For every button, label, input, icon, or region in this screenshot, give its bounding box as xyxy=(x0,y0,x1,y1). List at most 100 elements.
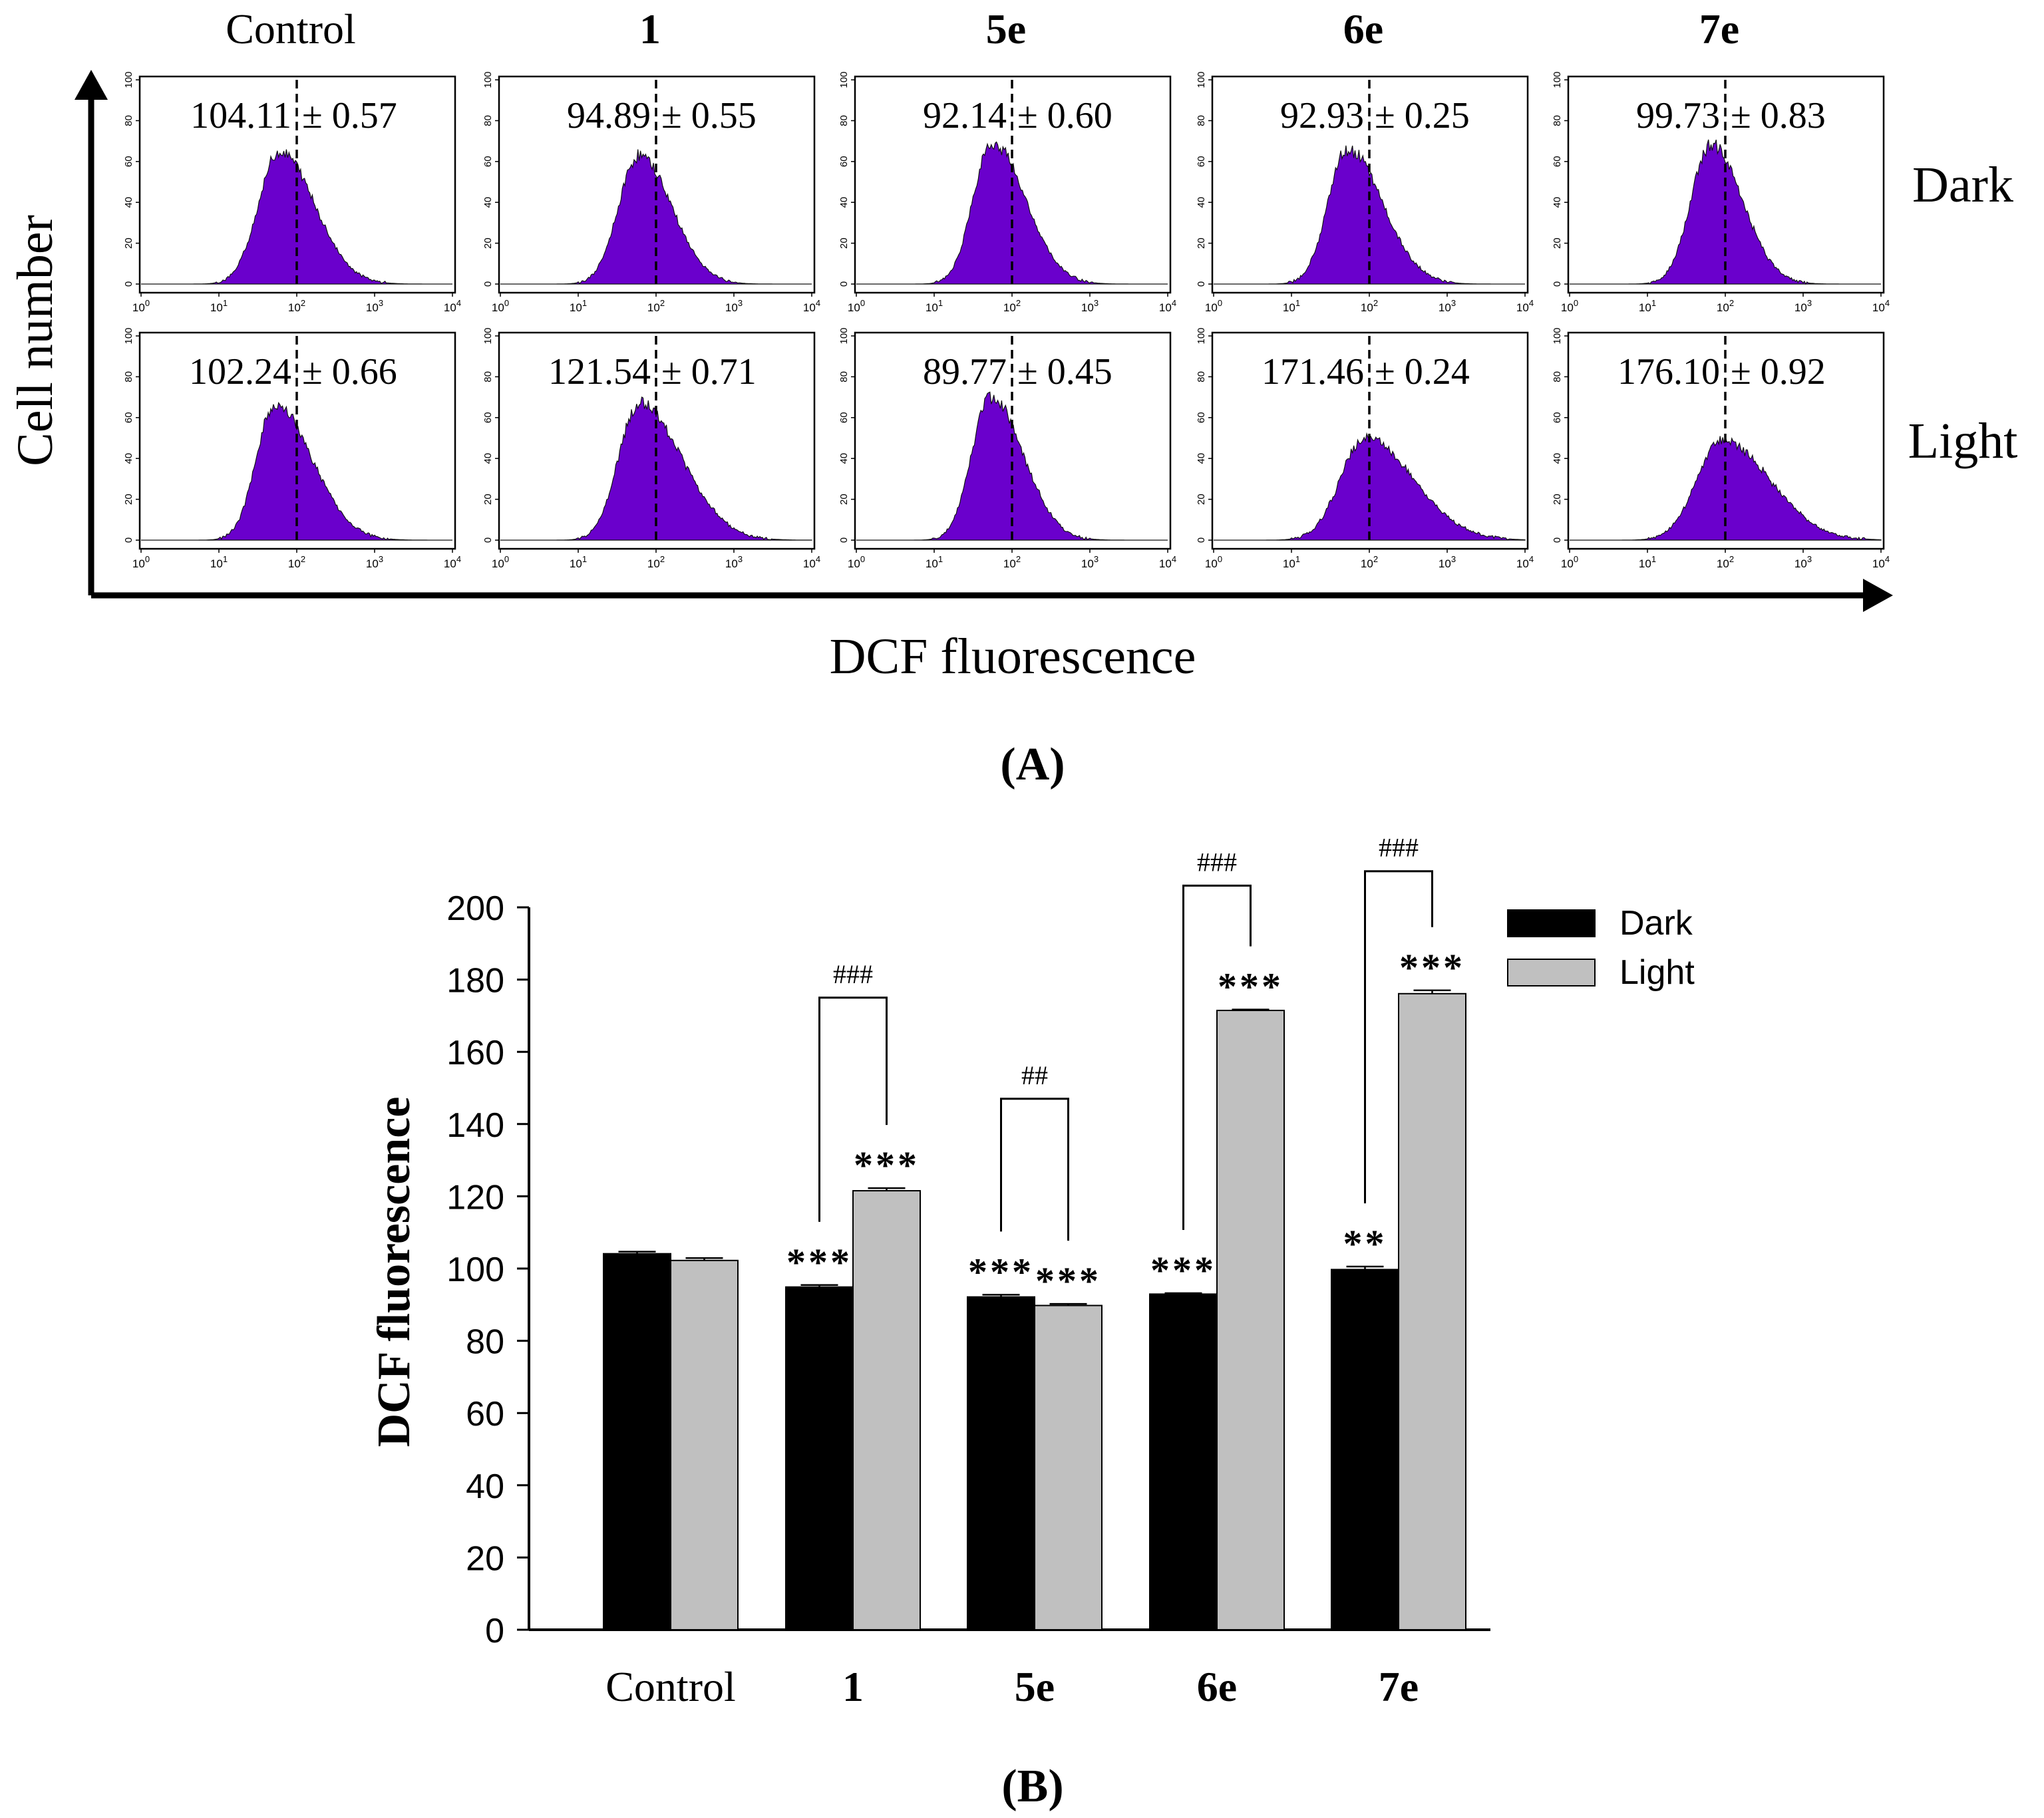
x-tick-label: 104 xyxy=(1872,554,1890,570)
mean-value: 102.24 xyxy=(189,351,291,392)
mean-value: 89.77 xyxy=(923,351,1007,392)
y-tick-label: 100 xyxy=(123,327,134,344)
y-tick-label: 0 xyxy=(482,537,494,543)
significance-stars: *** xyxy=(1150,1249,1216,1292)
histogram-frame xyxy=(1567,331,1885,550)
x-tick-label: 100 xyxy=(848,554,865,570)
panel-a-y-axis-label: Cell number xyxy=(7,215,63,466)
x-tick-label: 103 xyxy=(1081,554,1099,570)
legend-swatch xyxy=(1507,909,1596,937)
y-tick-label: 40 xyxy=(482,453,494,464)
x-tick-label: 101 xyxy=(210,554,228,570)
y-tick-label: 80 xyxy=(466,1323,504,1362)
sd-value: ± 0.25 xyxy=(1375,95,1470,136)
histogram-panel: 92.93 ± 0.25 0 20 40 60 80 100 100 101 102 103 104 xyxy=(1196,71,1534,314)
y-tick-label: 20 xyxy=(1196,237,1207,249)
category-label: Control xyxy=(605,1663,736,1710)
y-tick-label: 20 xyxy=(123,494,134,505)
panel-a-label: (A) xyxy=(1000,739,1065,790)
y-tick-label: 60 xyxy=(1552,412,1563,423)
x-tick-label: 102 xyxy=(1003,298,1021,314)
x-tick-label: 104 xyxy=(444,554,461,570)
y-tick-label: 20 xyxy=(838,494,850,505)
y-tick-label: 0 xyxy=(1196,281,1207,287)
x-tick-label: 101 xyxy=(1283,298,1300,314)
histogram-panel: 92.14 ± 0.60 0 20 40 60 80 100 100 101 102 103 104 xyxy=(838,71,1176,314)
x-tick-label: 102 xyxy=(647,554,665,570)
y-tick-label: 60 xyxy=(838,156,850,167)
panel-a-x-axis-label: DCF fluorescence xyxy=(830,629,1196,684)
histogram-panel: 104.11 ± 0.57 0 20 40 60 80 100 100 101 102 103 104 xyxy=(123,71,461,314)
y-tick-label: 0 xyxy=(1196,537,1207,543)
sd-value: ± 0.66 xyxy=(302,351,397,392)
y-tick-label: 20 xyxy=(838,237,850,249)
histogram-area xyxy=(1214,145,1525,285)
column-header: 5e xyxy=(986,5,1026,53)
sd-value: ± 0.71 xyxy=(661,351,757,392)
x-tick-label: 103 xyxy=(366,554,383,570)
y-tick-label: 100 xyxy=(482,71,494,88)
y-tick-label: 20 xyxy=(1552,494,1563,505)
row-label: Dark xyxy=(1912,157,2013,213)
y-tick-label: 80 xyxy=(123,371,134,382)
x-tick-label: 101 xyxy=(1283,554,1300,570)
bar-dark xyxy=(1149,1293,1218,1631)
significance-stars: *** xyxy=(1035,1259,1101,1302)
x-tick-label: 103 xyxy=(1439,554,1456,570)
y-tick-label: 80 xyxy=(1552,371,1563,382)
x-tick-label: 100 xyxy=(492,298,509,314)
y-tick-label: 80 xyxy=(482,115,494,126)
y-tick-label: 40 xyxy=(1552,197,1563,208)
significance-stars: ** xyxy=(1343,1222,1387,1265)
histogram-frame xyxy=(498,331,816,550)
histogram-area xyxy=(1570,436,1882,541)
x-tick-label: 104 xyxy=(1516,298,1534,314)
y-tick-label: 60 xyxy=(1196,156,1207,167)
x-tick-label: 103 xyxy=(366,298,383,314)
x-tick-label: 102 xyxy=(1003,554,1021,570)
y-tick-label: 80 xyxy=(1552,115,1563,126)
x-tick-label: 103 xyxy=(1794,298,1812,314)
y-tick-label: 60 xyxy=(123,156,134,167)
y-tick-label: 60 xyxy=(1196,412,1207,423)
significance-stars: *** xyxy=(1399,946,1465,989)
x-tick-label: 104 xyxy=(1516,554,1534,570)
y-tick-label: 80 xyxy=(1196,371,1207,382)
sd-value: ± 0.57 xyxy=(302,95,397,136)
x-tick-label: 100 xyxy=(492,554,509,570)
y-tick-label: 100 xyxy=(1196,71,1207,88)
y-tick-label: 60 xyxy=(123,412,134,423)
histogram-panel: 99.73 ± 0.83 0 20 40 60 80 100 100 101 102 103 104 xyxy=(1552,71,1890,314)
x-tick-label: 101 xyxy=(1639,298,1656,314)
bar-light xyxy=(852,1190,921,1631)
mean-value: 92.14 xyxy=(923,95,1007,136)
bar-light xyxy=(1398,992,1466,1630)
significance-stars: *** xyxy=(968,1250,1034,1293)
mean-value: 99.73 xyxy=(1636,95,1720,136)
y-tick-label: 20 xyxy=(482,237,494,249)
histogram-panel: 89.77 ± 0.45 0 20 40 60 80 100 100 101 102 103 104 xyxy=(838,327,1176,570)
x-tick-label: 103 xyxy=(1439,298,1456,314)
x-tick-label: 100 xyxy=(848,298,865,314)
x-tick-label: 102 xyxy=(647,298,665,314)
y-tick-label: 120 xyxy=(446,1178,504,1217)
y-tick-label: 100 xyxy=(838,71,850,88)
legend-label: Dark xyxy=(1619,904,1693,943)
bar-dark xyxy=(603,1253,671,1631)
x-tick-label: 103 xyxy=(725,298,743,314)
x-tick-label: 102 xyxy=(1717,554,1734,570)
y-tick-label: 40 xyxy=(1552,453,1563,464)
y-tick-label: 0 xyxy=(838,537,850,543)
x-tick-label: 102 xyxy=(1361,298,1378,314)
x-tick-label: 100 xyxy=(1205,554,1222,570)
y-tick-label: 40 xyxy=(123,453,134,464)
x-tick-label: 103 xyxy=(1794,554,1812,570)
y-tick-label: 40 xyxy=(838,453,850,464)
x-tick-label: 102 xyxy=(288,554,305,570)
y-tick-label: 20 xyxy=(1552,237,1563,249)
x-tick-label: 100 xyxy=(132,298,150,314)
comparison-bracket xyxy=(1364,870,1433,1203)
y-tick-label: 100 xyxy=(123,71,134,88)
significance-stars: *** xyxy=(1218,965,1283,1008)
